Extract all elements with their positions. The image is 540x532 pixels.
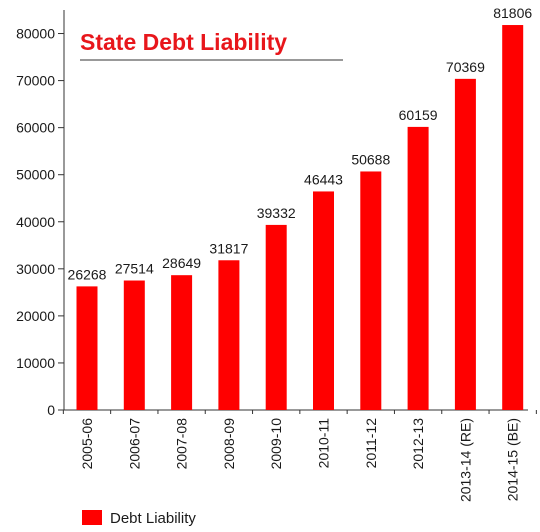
x-tick-label: 2011-12: [363, 418, 379, 469]
legend-swatch: [82, 510, 102, 525]
data-label: 39332: [257, 205, 296, 221]
bar: [123, 280, 145, 410]
bar: [360, 171, 382, 410]
legend: Debt Liability: [82, 510, 196, 527]
y-tick-label: 0: [47, 402, 55, 418]
data-label: 26268: [68, 266, 107, 282]
data-label: 31817: [209, 240, 248, 256]
data-label: 60159: [399, 107, 438, 123]
y-tick-label: 60000: [16, 120, 55, 136]
x-tick-label: 2010-11: [316, 418, 332, 469]
y-tick-label: 50000: [16, 167, 55, 183]
bar: [454, 78, 476, 410]
bar: [313, 191, 334, 410]
bar: [502, 25, 524, 411]
x-tick-label: 2005-06: [79, 418, 95, 470]
data-label: 70369: [446, 59, 485, 75]
bar: [407, 126, 429, 410]
x-tick-label: 2012-13: [410, 418, 426, 470]
data-label: 46443: [304, 171, 343, 187]
legend-label: Debt Liability: [110, 510, 196, 527]
bar: [218, 260, 240, 410]
chart-title: State Debt Liability: [80, 29, 287, 55]
y-tick-label: 20000: [16, 308, 55, 324]
x-tick-label: 2008-09: [221, 418, 237, 470]
data-label: 27514: [115, 261, 154, 277]
y-axis-ticks: 0 10000 20000 30000 40000 50000 60000 70000 8000…: [16, 26, 64, 418]
bar: [76, 286, 98, 410]
y-tick-label: 40000: [16, 214, 55, 230]
data-label: 50688: [351, 151, 390, 167]
x-tick-label: 2009-10: [268, 418, 284, 470]
x-tick-label: 2013-14 (RE): [457, 418, 473, 502]
x-tick-label: 2014-15 (BE): [505, 418, 521, 501]
x-axis-labels: 2005-06 2006-07 2007-08 2008-09 2009-10 2010-…: [79, 418, 521, 502]
y-tick-label: 70000: [16, 73, 55, 89]
data-label: 81806: [493, 5, 532, 21]
x-tick-label: 2007-08: [174, 418, 190, 470]
y-tick-label: 10000: [16, 355, 55, 371]
y-tick-label: 80000: [16, 26, 55, 42]
data-label: 28649: [162, 255, 201, 271]
bar: [171, 275, 193, 410]
bar: [265, 224, 287, 410]
data-labels: 26268 27514 28649 31817 39332 46443 50688 60159…: [68, 5, 533, 282]
x-tick-label: 2006-07: [126, 418, 142, 470]
bars: [76, 25, 524, 411]
y-tick-label: 30000: [16, 261, 55, 277]
